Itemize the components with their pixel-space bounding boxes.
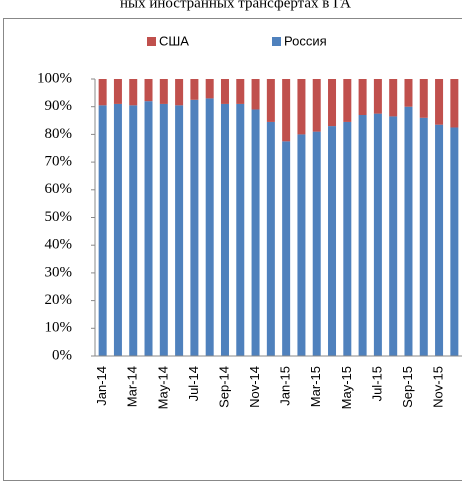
- legend-swatch: [272, 37, 281, 46]
- bar-segment: [236, 103, 245, 357]
- x-tick-label: Mar-14: [125, 366, 140, 407]
- bar-segment: [175, 79, 184, 106]
- y-tick-label: 100%: [37, 70, 72, 86]
- bar-segment: [419, 79, 428, 118]
- y-tick-label: 50%: [45, 209, 73, 225]
- legend-swatch: [147, 37, 156, 46]
- bar-segment: [266, 121, 275, 356]
- bar-segment: [343, 79, 352, 122]
- bar-segment: [282, 141, 291, 356]
- bar-segment: [373, 79, 382, 114]
- bar-segment: [220, 79, 229, 104]
- bar-segment: [450, 127, 459, 356]
- bar-segment: [435, 79, 444, 125]
- x-tick-label: May-15: [339, 366, 354, 409]
- bar-segment: [404, 79, 413, 107]
- y-tick-label: 30%: [45, 264, 73, 280]
- y-tick-label: 90%: [45, 98, 73, 114]
- bar-segment: [297, 134, 306, 356]
- bar-segment: [312, 79, 321, 132]
- bar-segment: [312, 131, 321, 356]
- x-tick-label: Nov-14: [247, 366, 262, 408]
- bar-segment: [343, 121, 352, 356]
- bar-segment: [435, 124, 444, 356]
- y-tick-label: 60%: [45, 181, 73, 197]
- bar-segment: [205, 98, 214, 356]
- bar-segment: [98, 105, 107, 356]
- x-tick-label: Jan-15: [278, 366, 293, 406]
- bar-segment: [251, 109, 260, 356]
- chart-title: ных иностранных трансфертах в ГА: [120, 0, 351, 11]
- y-tick-label: 20%: [45, 292, 73, 308]
- bar-segment: [98, 79, 107, 106]
- bar-segment: [236, 79, 245, 104]
- bar-segment: [129, 79, 138, 106]
- bar-segment: [419, 117, 428, 356]
- y-tick-label: 40%: [45, 237, 73, 253]
- bar-segment: [389, 116, 398, 357]
- y-tick-label: 0%: [52, 347, 72, 363]
- bar-segment: [358, 115, 367, 356]
- bar-segment: [113, 103, 122, 357]
- bar-segment: [328, 79, 337, 127]
- x-tick-label: Nov-15: [431, 366, 446, 408]
- bar-segment: [205, 79, 214, 99]
- x-tick-label: May-14: [155, 366, 170, 409]
- bar-segment: [251, 79, 260, 110]
- bar-segment: [358, 79, 367, 116]
- bar-segment: [175, 105, 184, 356]
- x-tick-label: Sep-14: [216, 366, 231, 408]
- bar-segment: [328, 126, 337, 356]
- y-tick-label: 80%: [45, 126, 73, 142]
- legend-label: США: [159, 33, 189, 48]
- bar-segment: [190, 99, 199, 357]
- x-tick-label: Jul-15: [369, 366, 384, 401]
- bar-segment: [450, 79, 459, 128]
- bar-segment: [404, 106, 413, 356]
- x-tick-label: Mar-15: [308, 366, 323, 407]
- y-tick-label: 10%: [45, 320, 73, 336]
- x-tick-label: Jan-14: [94, 366, 109, 406]
- bar-segment: [113, 79, 122, 104]
- x-tick-label: Jul-14: [186, 366, 201, 401]
- bar-segment: [282, 79, 291, 142]
- bar-segment: [129, 105, 138, 356]
- legend-label: Россия: [284, 33, 327, 48]
- bar-segment: [159, 79, 168, 104]
- bar-segment: [389, 79, 398, 117]
- bar-segment: [373, 113, 382, 356]
- bar-segment: [144, 101, 153, 356]
- bar-segment: [190, 79, 199, 100]
- bar-segment: [220, 103, 229, 357]
- x-tick-label: Sep-15: [400, 366, 415, 408]
- bar-segment: [266, 79, 275, 122]
- y-tick-label: 70%: [45, 154, 73, 170]
- bar-segment: [144, 79, 153, 102]
- bar-segment: [159, 103, 168, 357]
- chart-frame: [3, 18, 462, 481]
- bar-segment: [297, 79, 306, 135]
